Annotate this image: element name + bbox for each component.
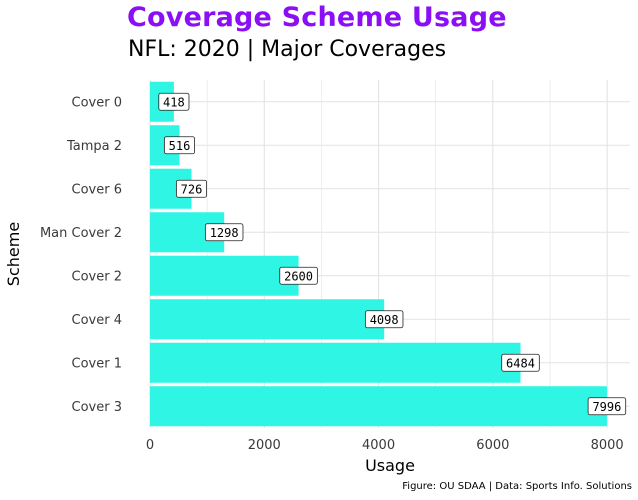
data-label-layer: 418 516 726 1298 2600 4098 6484 7996	[158, 92, 627, 416]
x-tick-label: 6000	[476, 438, 509, 453]
y-tick-label: Cover 2	[72, 269, 122, 284]
data-label-text: 2600	[284, 269, 313, 283]
data-label-text: 726	[181, 182, 203, 196]
data-label-box	[163, 136, 195, 155]
data-label: 7996	[587, 397, 627, 416]
data-label-text: 1298	[210, 226, 239, 240]
data-label-box	[204, 223, 244, 242]
data-label: 516	[163, 136, 195, 155]
y-tick-label: Cover 4	[72, 313, 122, 328]
bar	[150, 342, 521, 383]
axis-layer: Cover 0 Tampa 2 Cover 6 Man Cover 2 Cover 2 C…	[40, 95, 624, 453]
y-tick-label: Man Cover 2	[40, 226, 122, 241]
y-tick-label: Tampa 2	[66, 139, 122, 154]
y-tick-label: Cover 1	[72, 356, 122, 371]
data-label-text: 418	[163, 95, 185, 109]
bar	[150, 386, 607, 427]
x-tick-label: 8000	[591, 438, 624, 453]
y-tick-label: Cover 6	[72, 182, 122, 197]
y-tick-label: Cover 3	[72, 400, 122, 415]
data-label-box	[364, 310, 404, 329]
data-label-text: 6484	[506, 356, 535, 370]
x-tick-label: 4000	[362, 438, 395, 453]
data-label: 2600	[279, 266, 318, 285]
data-label-text: 516	[169, 139, 191, 153]
data-label-box	[587, 397, 627, 416]
chart-title: Coverage Scheme Usage	[127, 2, 507, 33]
x-axis-title: Usage	[365, 456, 415, 475]
data-label: 4098	[364, 310, 404, 329]
bar	[150, 255, 299, 296]
bar-layer	[150, 81, 607, 427]
data-label-box	[158, 92, 190, 111]
chart-caption: Figure: OU SDAA | Data: Sports Info. Sol…	[402, 481, 632, 492]
x-tick-label: 0	[146, 438, 154, 453]
x-tick-label: 2000	[248, 438, 281, 453]
data-label: 1298	[204, 223, 244, 242]
bar	[150, 299, 385, 340]
data-label: 726	[175, 179, 207, 198]
y-axis-title: Scheme	[4, 222, 23, 286]
data-label-box	[175, 179, 207, 198]
data-label-box	[501, 353, 540, 372]
data-label-text: 4098	[370, 313, 399, 327]
chart-subtitle: NFL: 2020 | Major Coverages	[128, 37, 447, 62]
data-label-text: 7996	[592, 400, 621, 414]
data-label: 6484	[501, 353, 540, 372]
data-label-box	[279, 266, 318, 285]
data-label: 418	[158, 92, 190, 111]
y-tick-label: Cover 0	[72, 95, 122, 110]
